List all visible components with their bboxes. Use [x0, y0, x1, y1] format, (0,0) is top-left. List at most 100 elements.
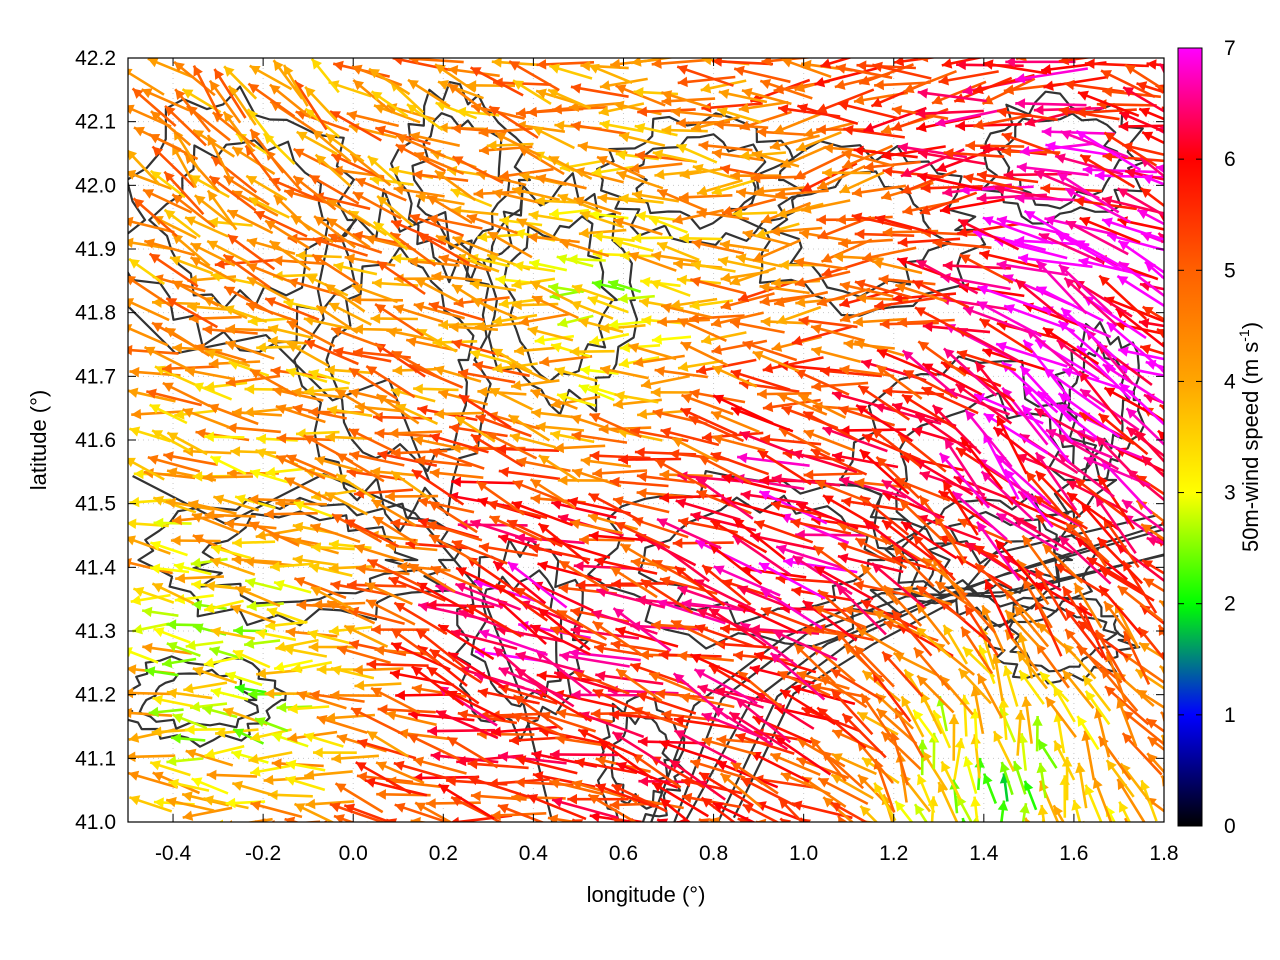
wind-vector-shaft — [519, 600, 584, 629]
wind-vector — [758, 561, 826, 600]
wind-vector-head — [1101, 668, 1112, 679]
wind-vector — [1121, 652, 1164, 685]
wind-vector — [264, 508, 318, 520]
wind-vector — [791, 800, 853, 820]
wind-vector-shaft — [598, 739, 653, 780]
wind-vector-head — [1143, 578, 1155, 588]
wind-vector-head — [448, 652, 460, 663]
wind-vector — [830, 668, 883, 701]
wind-vector-head — [1065, 629, 1076, 640]
wind-vector — [249, 764, 291, 777]
wind-vector-head — [1059, 821, 1061, 822]
wind-vector — [609, 566, 658, 599]
wind-vector — [209, 455, 247, 476]
wind-vector-head — [205, 580, 216, 592]
wind-vector — [128, 687, 174, 699]
wind-vector-shaft — [974, 562, 1020, 606]
wind-vector-head — [1142, 560, 1154, 570]
wind-vector-head — [690, 511, 701, 522]
wind-vector-shaft — [672, 672, 730, 720]
wind-vector-shaft — [730, 406, 794, 433]
wind-vector-shaft — [995, 512, 1059, 552]
wind-vector-shaft — [803, 472, 863, 477]
wind-vector-head — [1019, 803, 1030, 814]
wind-vector — [656, 818, 669, 822]
wind-vector-head — [710, 520, 722, 530]
wind-vector-head — [592, 621, 604, 632]
wind-vector-head — [537, 560, 549, 572]
wind-vector-shaft — [753, 652, 817, 674]
wind-vector-head — [515, 777, 525, 788]
wind-vector-shaft — [681, 795, 741, 809]
wind-vector-head — [128, 664, 137, 675]
wind-vector-head — [376, 789, 386, 800]
wind-vector — [189, 701, 228, 712]
wind-vector-head — [427, 725, 438, 737]
wind-vector — [619, 542, 668, 573]
wind-vector-head — [679, 692, 691, 703]
wind-vector-shaft — [344, 518, 400, 548]
wind-vector-head — [185, 748, 197, 759]
wind-vector-head — [937, 782, 948, 794]
wind-vector-head — [511, 712, 523, 723]
wind-vector-head — [893, 652, 905, 663]
wind-vector-shaft — [353, 488, 414, 496]
wind-vector-head — [1079, 603, 1089, 615]
wind-vector-shaft — [915, 584, 966, 622]
wind-vector-head — [287, 703, 298, 714]
wind-vector-head — [618, 454, 628, 465]
wind-vector — [314, 455, 363, 473]
wind-vector-head — [996, 513, 1008, 523]
wind-vector — [465, 603, 523, 638]
wind-vector-head — [771, 341, 783, 352]
wind-vector — [995, 512, 1059, 552]
wind-vector — [328, 562, 376, 574]
wind-vector — [1145, 717, 1164, 733]
wind-vector-head — [557, 475, 568, 486]
wind-vector-head — [634, 150, 646, 161]
wind-vector-head — [594, 643, 605, 654]
wind-vector-head — [225, 797, 236, 809]
wind-vector-head — [892, 610, 903, 621]
wind-vector-head — [777, 671, 789, 681]
wind-vector — [273, 659, 313, 672]
wind-vector-head — [858, 774, 869, 786]
wind-vector-head — [276, 702, 287, 713]
wind-vector-head — [716, 734, 727, 746]
wind-vector-head — [538, 608, 549, 619]
wind-vector-head — [192, 623, 204, 634]
wind-vector-head — [822, 167, 832, 179]
wind-vector-shaft — [447, 651, 506, 690]
wind-vector-head — [818, 778, 830, 788]
wind-vector — [254, 717, 289, 733]
wind-vector-shaft — [728, 711, 789, 751]
wind-vector — [343, 624, 389, 648]
wind-vector-head — [575, 579, 586, 591]
wind-vector-head — [210, 687, 222, 698]
wind-vector — [937, 781, 959, 822]
wind-vector — [246, 276, 291, 302]
wind-vector-head — [882, 651, 893, 663]
wind-vector-head — [860, 600, 872, 610]
wind-vector-shaft — [710, 452, 770, 476]
wind-vector — [1137, 626, 1164, 662]
wind-vector-head — [613, 608, 625, 619]
wind-vector-head — [357, 738, 368, 749]
wind-vector-head — [740, 777, 752, 788]
wind-vector-head — [570, 606, 581, 618]
wind-vector-head — [474, 321, 485, 332]
wind-vector-shaft — [875, 455, 921, 500]
wind-vector — [183, 446, 232, 457]
wind-vector-head — [470, 519, 482, 530]
wind-vector-head — [957, 518, 969, 528]
wind-vector-head — [895, 801, 906, 812]
wind-vector-shaft — [343, 804, 394, 822]
wind-vector-shaft — [862, 519, 919, 562]
wind-vector-head — [1077, 716, 1088, 727]
wind-vector-head — [153, 495, 165, 506]
wind-vector-head — [779, 259, 789, 271]
wind-vector-shaft — [813, 565, 874, 601]
wind-vector-head — [426, 798, 436, 809]
wind-vector-head — [1136, 500, 1148, 511]
wind-vector-head — [1165, 262, 1176, 272]
